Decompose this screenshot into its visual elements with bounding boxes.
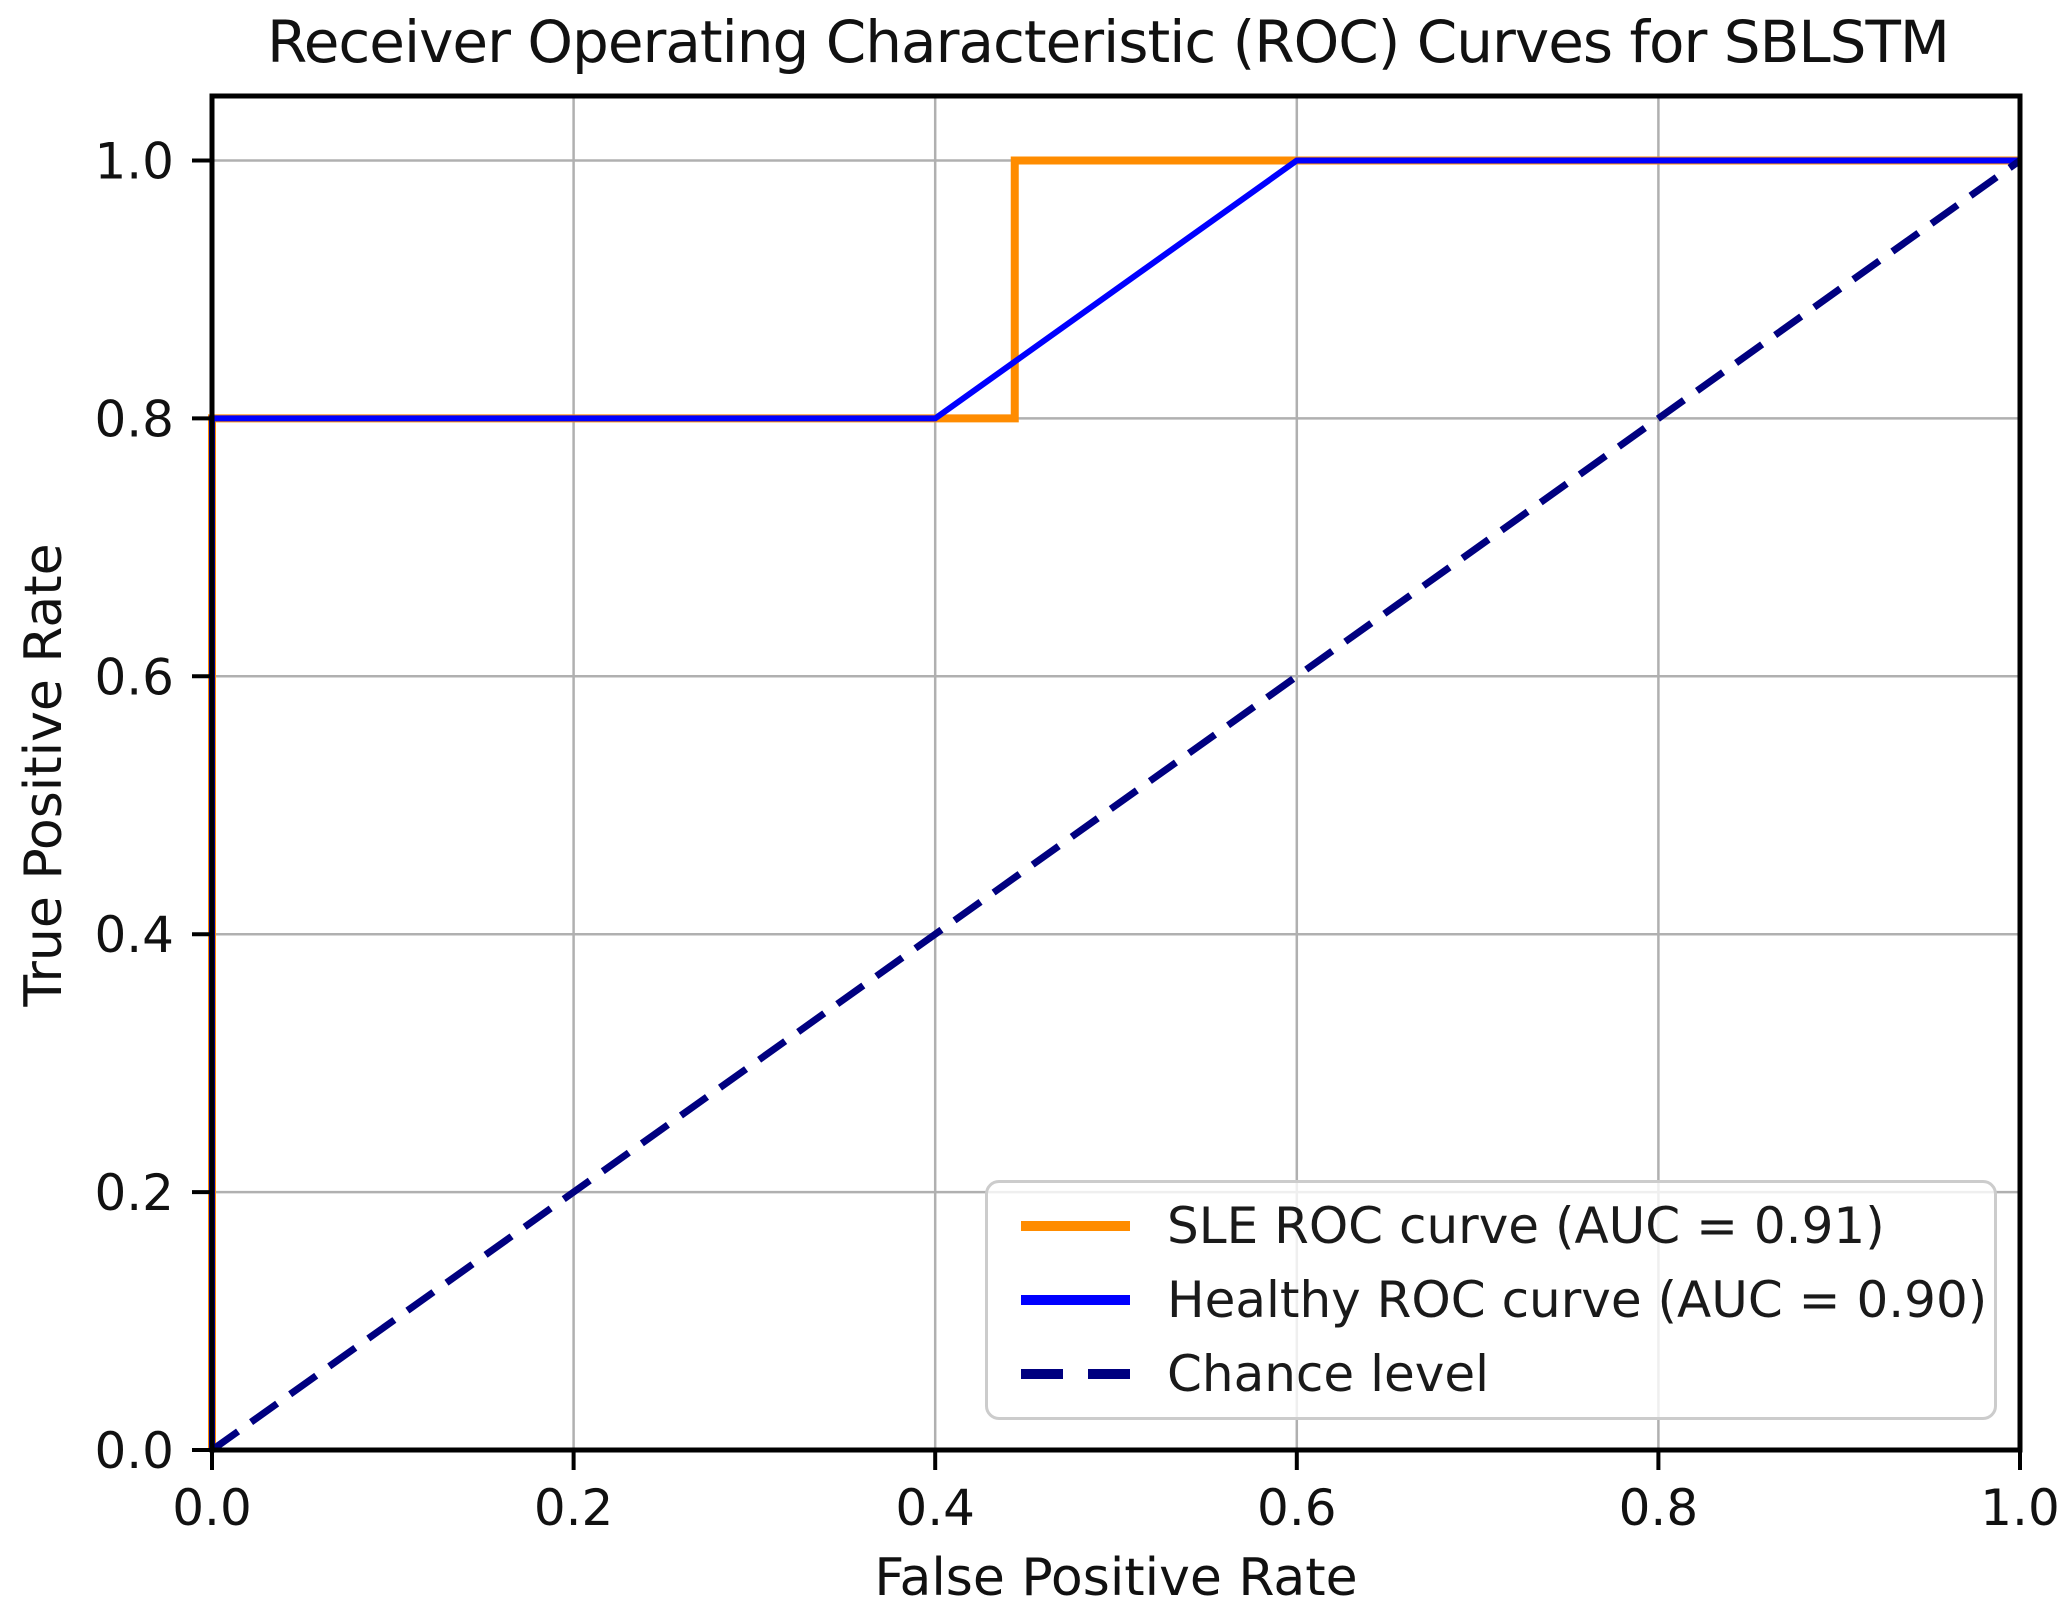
legend-label-healthy-roc: Healthy ROC curve (AUC = 0.90)	[1167, 1271, 1988, 1329]
axes-frame	[209, 93, 2023, 1453]
legend-label-chance-level: Chance level	[1167, 1345, 1489, 1403]
y-tick-label-0.4: 0.4	[94, 906, 174, 964]
legend-box: SLE ROC curve (AUC = 0.91) Healthy ROC c…	[985, 1180, 1997, 1420]
healthy-line-swatch-icon	[1021, 1295, 1130, 1305]
y-tick-label-0.8: 0.8	[94, 390, 174, 448]
chart-title: Receiver Operating Characteristic (ROC) …	[267, 8, 1950, 76]
x-tick-label-0.0: 0.0	[172, 1479, 252, 1537]
y-tick-label-0.0: 0.0	[94, 1422, 174, 1480]
y-tick-label-1.0: 1.0	[94, 132, 174, 190]
legend-item-healthy-roc: Healthy ROC curve (AUC = 0.90)	[1018, 1271, 1987, 1329]
sle-line-swatch-icon	[1021, 1221, 1130, 1231]
y-tick-label-0.6: 0.6	[94, 648, 174, 706]
x-tick-label-0.4: 0.4	[895, 1479, 975, 1537]
x-tick-label-0.6: 0.6	[1257, 1479, 1337, 1537]
y-tick-label-0.2: 0.2	[94, 1164, 174, 1222]
legend-item-chance-level: Chance level	[1018, 1345, 1964, 1403]
x-tick-label-0.2: 0.2	[534, 1479, 614, 1537]
x-tick-label-1.0: 1.0	[1980, 1479, 2060, 1537]
legend-label-sle-roc: SLE ROC curve (AUC = 0.91)	[1167, 1197, 1885, 1255]
y-axis-label: True Positive Rate	[14, 543, 74, 1007]
x-axis-label: False Positive Rate	[874, 1548, 1358, 1608]
series-path-chance-level	[209, 157, 2023, 1453]
chance-dashed-swatch-icon	[1021, 1369, 1130, 1379]
legend-item-sle-roc: SLE ROC curve (AUC = 0.91)	[1018, 1197, 1964, 1255]
x-tick-label-0.8: 0.8	[1619, 1479, 1699, 1537]
